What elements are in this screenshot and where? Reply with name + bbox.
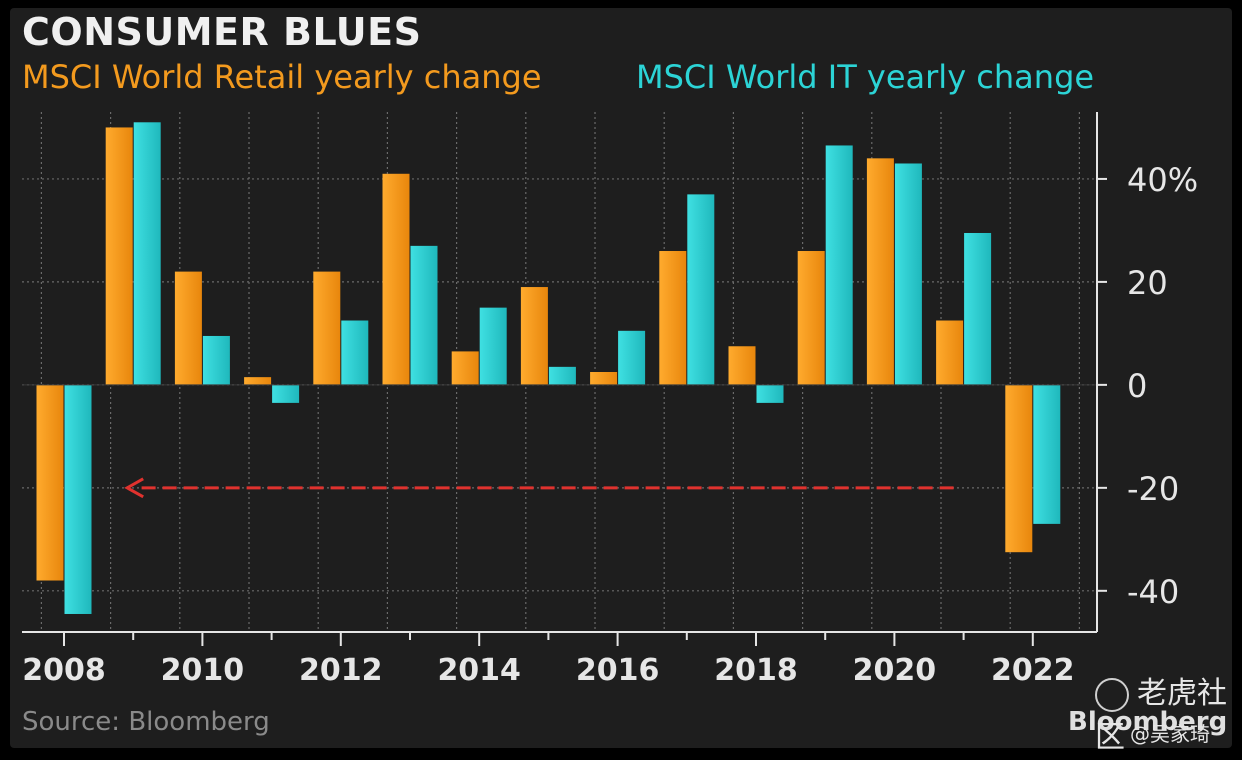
it-bar-2008 <box>64 384 92 614</box>
retail-bar-2011 <box>244 377 272 385</box>
y-tick-label: 0 <box>1127 367 1147 405</box>
retail-bar-2010 <box>174 271 202 385</box>
watermark-user: @吴家琦 <box>1130 722 1210 746</box>
it-bar-2016 <box>618 330 646 385</box>
it-bar-2010 <box>202 335 230 385</box>
retail-bar-2016 <box>590 372 618 385</box>
arrow-head-icon <box>124 477 144 499</box>
watermark-site: 老虎社区 <box>1095 668 1242 756</box>
retail-bar-2017 <box>659 251 687 385</box>
y-tick-label: -20 <box>1127 470 1179 508</box>
it-bar-2019 <box>825 145 853 385</box>
it-bar-2020 <box>894 163 922 385</box>
watermark-site-text: 老虎社区 <box>1095 676 1227 755</box>
y-tick-label: 20 <box>1127 264 1168 302</box>
retail-bar-2008 <box>36 384 64 581</box>
retail-bar-2014 <box>451 351 479 385</box>
x-tick-label: 2014 <box>437 653 521 688</box>
bars <box>36 122 1061 614</box>
x-tick-label: 2012 <box>299 653 383 688</box>
y-tick-label: -40 <box>1127 573 1179 611</box>
retail-bar-2021 <box>936 320 964 385</box>
x-tick-label: 2016 <box>576 653 660 688</box>
it-bar-2009 <box>133 122 161 385</box>
retail-bar-2013 <box>382 173 410 385</box>
it-bar-2021 <box>964 232 992 385</box>
it-bar-2014 <box>479 307 507 385</box>
axes: 40% 20 0 -20 -40 2008 2010 2012 2014 2016 2018 2020… <box>22 112 1198 688</box>
retail-bar-2019 <box>797 251 825 385</box>
legend-retail: MSCI World Retail yearly change <box>22 58 542 96</box>
tiger-logo-icon <box>1095 677 1129 712</box>
source-note: Source: Bloomberg <box>22 707 270 737</box>
it-bar-2017 <box>687 194 715 385</box>
retail-bar-2009 <box>105 127 133 385</box>
x-tick-label: 2022 <box>991 653 1075 688</box>
retail-bar-2012 <box>313 271 341 385</box>
y-tick-label: 40% <box>1127 161 1198 199</box>
it-bar-2015 <box>548 366 576 385</box>
chart-title: CONSUMER BLUES <box>22 10 422 54</box>
it-bar-2022 <box>1033 384 1061 524</box>
x-tick-label: 2008 <box>22 653 106 688</box>
brand-logo: Bloomberg <box>1068 707 1228 737</box>
x-tick-label: 2020 <box>853 653 937 688</box>
retail-bar-2022 <box>1005 384 1033 553</box>
x-tick-label: 2010 <box>161 653 245 688</box>
x-tick-label: 2018 <box>714 653 798 688</box>
retail-bar-2018 <box>728 346 756 385</box>
it-bar-2018 <box>756 384 784 403</box>
annotations <box>124 477 954 499</box>
retail-bar-2020 <box>866 158 894 385</box>
it-bar-2012 <box>341 320 369 385</box>
it-bar-2011 <box>272 384 300 403</box>
retail-bar-2015 <box>520 287 548 385</box>
legend-it: MSCI World IT yearly change <box>636 58 1095 96</box>
it-bar-2013 <box>410 245 438 385</box>
